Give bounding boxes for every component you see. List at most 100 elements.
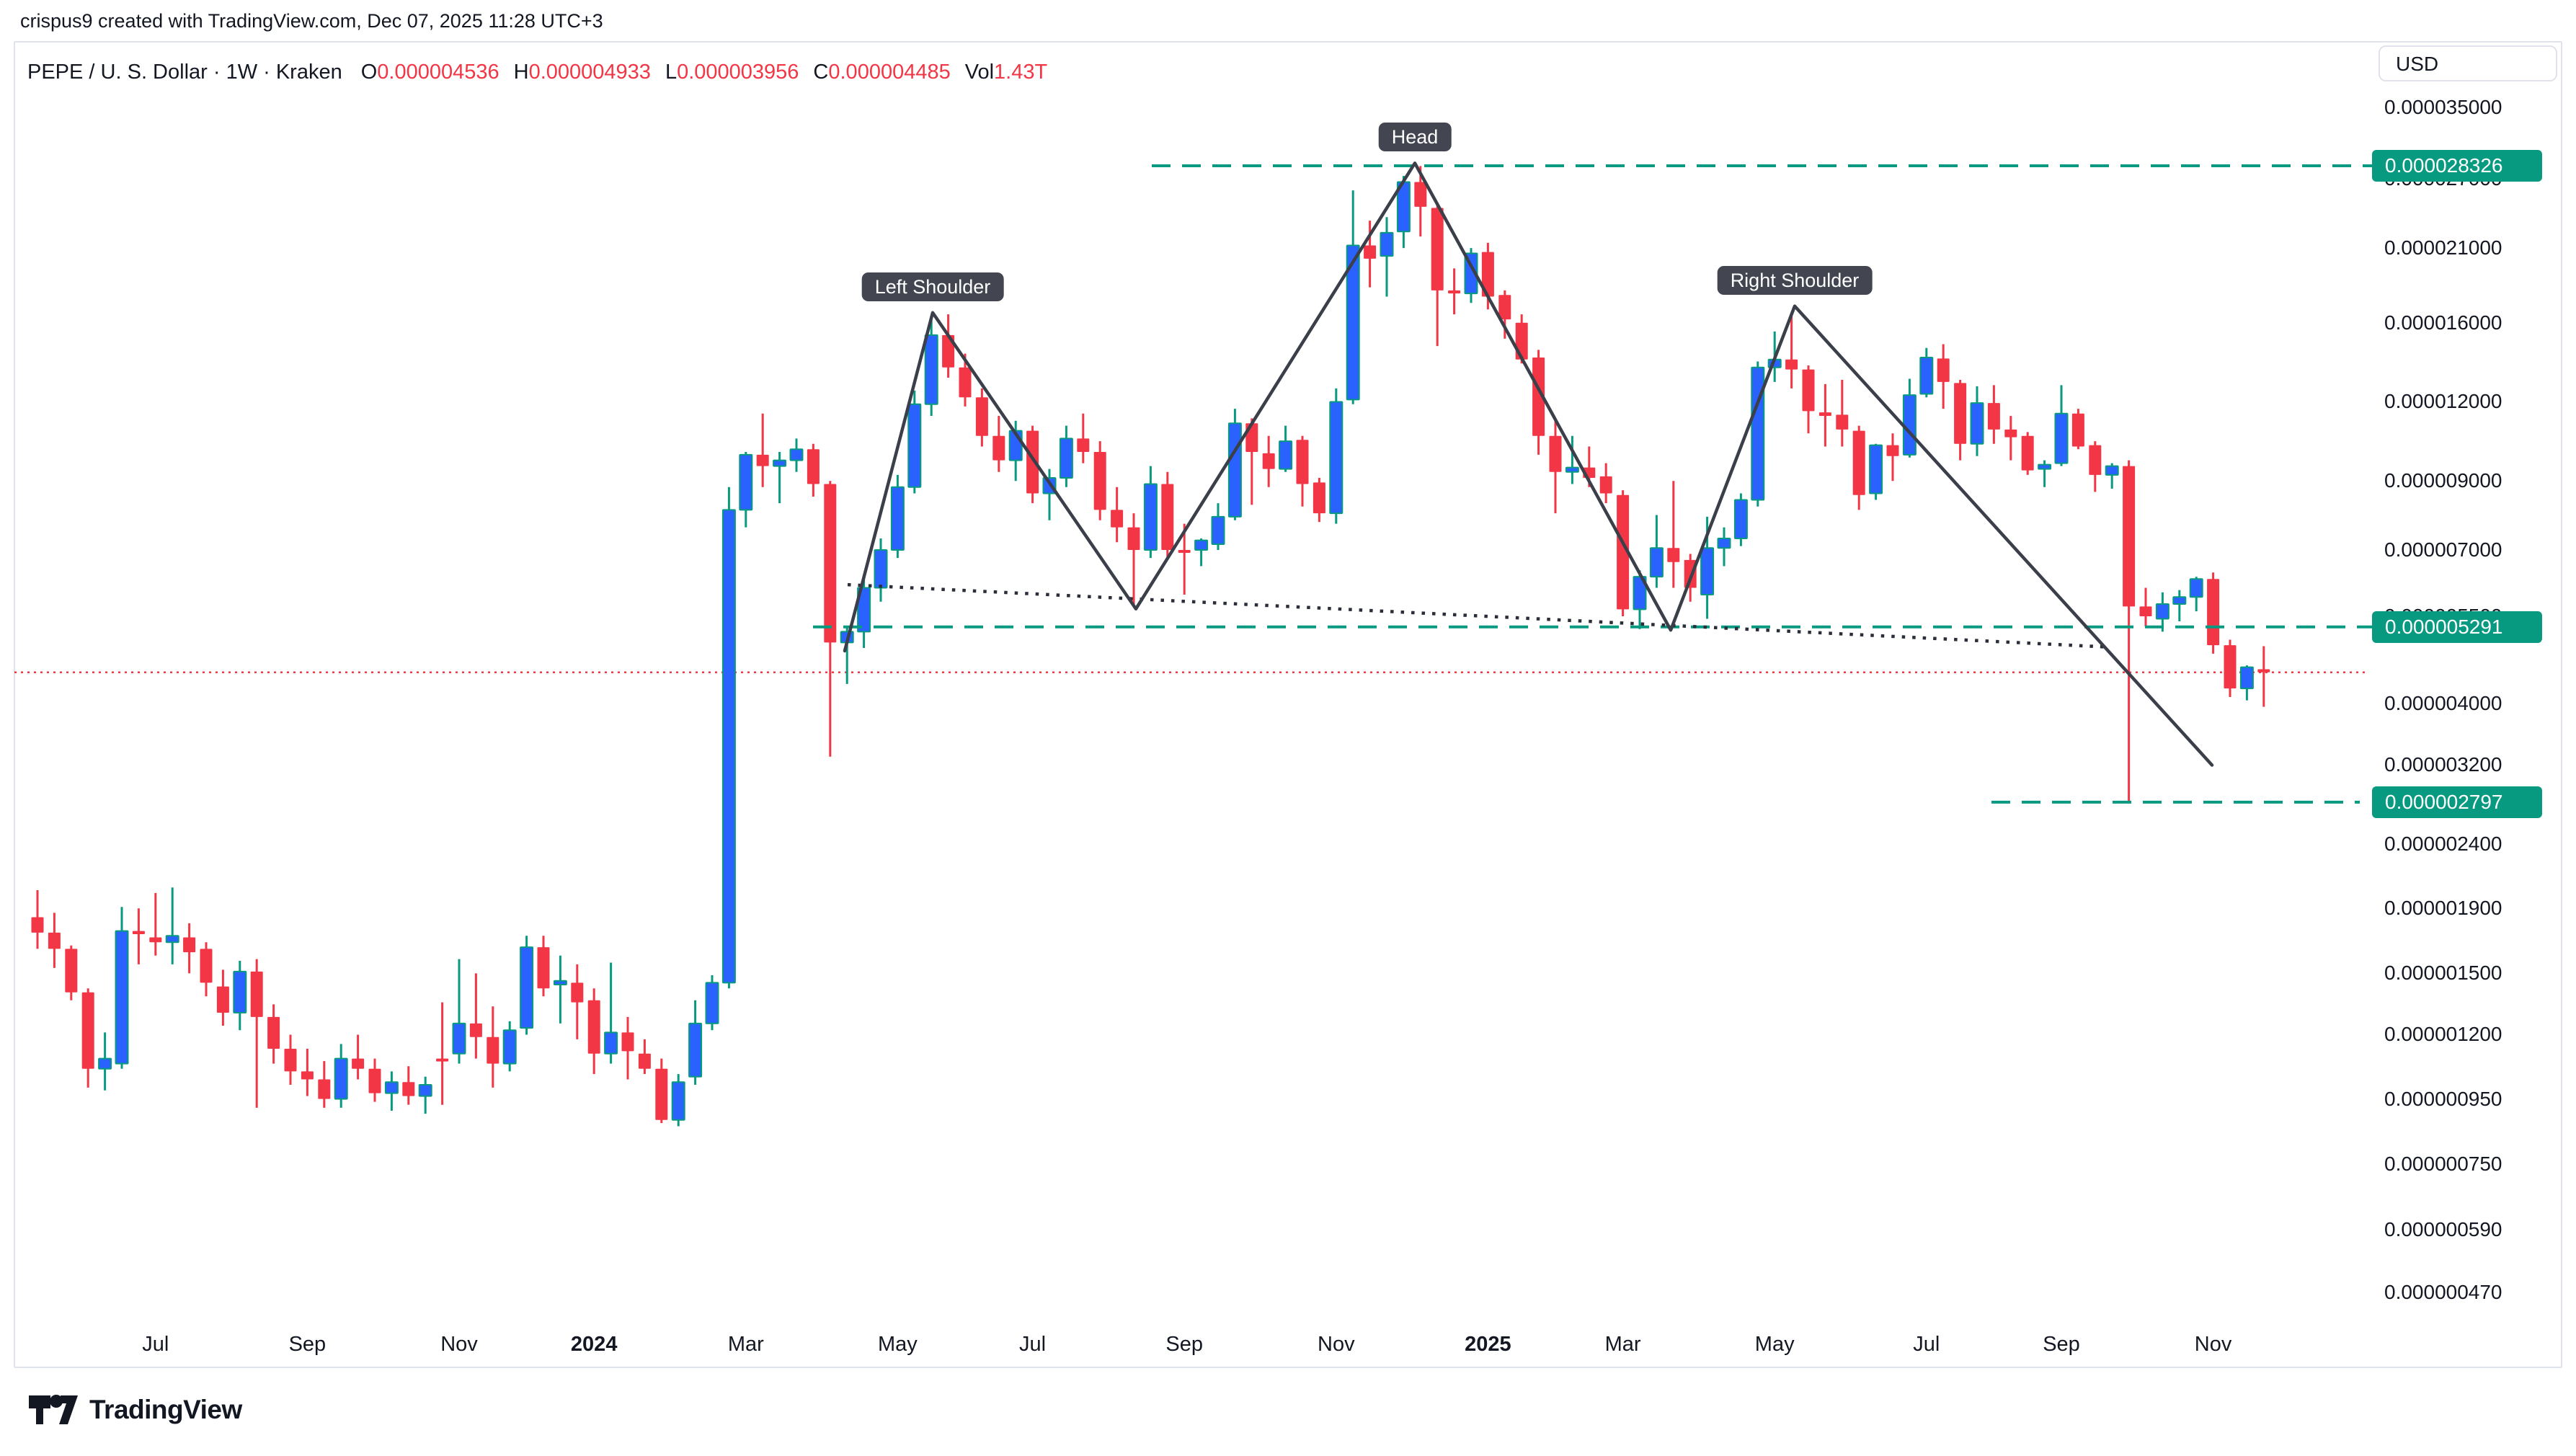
candle-up bbox=[1211, 515, 1225, 545]
candle-down bbox=[1296, 440, 1309, 484]
candle-up bbox=[98, 1057, 112, 1070]
candle-up bbox=[1733, 499, 1748, 540]
candle-up bbox=[705, 982, 719, 1024]
candle-up bbox=[1143, 483, 1158, 551]
candle-up bbox=[688, 1022, 703, 1078]
currency-toggle-button[interactable]: USD bbox=[2379, 45, 2557, 81]
candle-down bbox=[1802, 369, 1815, 412]
candle-up bbox=[1380, 231, 1394, 257]
time-axis-label: 2024 bbox=[570, 1333, 618, 1356]
candle-down bbox=[807, 449, 820, 484]
candle-up bbox=[2172, 596, 2187, 605]
candle-up bbox=[890, 486, 905, 551]
candle-down bbox=[1364, 245, 1377, 259]
attribution-text: crispus9 created with TradingView.com, D… bbox=[20, 10, 603, 32]
candle-down bbox=[1111, 510, 1124, 528]
candle-down bbox=[942, 334, 955, 368]
candle-down bbox=[31, 917, 44, 933]
candle-down bbox=[1178, 550, 1191, 554]
price-axis-label: 0.000012000 bbox=[2384, 390, 2502, 413]
time-axis-label: Jul bbox=[1913, 1333, 1940, 1356]
candle-up bbox=[233, 970, 247, 1013]
candle-down bbox=[368, 1068, 381, 1093]
candle-down bbox=[469, 1023, 482, 1037]
candle-up bbox=[907, 403, 922, 488]
candle-down bbox=[352, 1058, 365, 1069]
candle-down bbox=[1667, 548, 1680, 562]
candle-up bbox=[2054, 412, 2069, 464]
candle-down bbox=[992, 435, 1005, 461]
candle-down bbox=[824, 484, 837, 643]
candle-down bbox=[284, 1049, 297, 1072]
candle-down bbox=[1414, 182, 1427, 207]
candle-up bbox=[773, 459, 787, 467]
candle-down bbox=[975, 397, 988, 436]
candle-up bbox=[1329, 401, 1343, 515]
price-axis-label: 0.000004000 bbox=[2384, 692, 2502, 715]
candle-down bbox=[149, 937, 162, 943]
candle-up bbox=[2105, 465, 2119, 476]
candle-down bbox=[655, 1068, 668, 1120]
candle-down bbox=[48, 932, 61, 949]
candle-up bbox=[1970, 402, 1984, 445]
candle-up bbox=[1565, 466, 1579, 473]
candle-down bbox=[959, 367, 972, 398]
pattern-pill-right-shoulder[interactable]: Right Shoulder bbox=[1717, 265, 1873, 295]
candle-down bbox=[132, 931, 145, 935]
time-axis-label: May bbox=[877, 1333, 918, 1356]
time-axis-label: Jul bbox=[1019, 1333, 1047, 1356]
price-level-badge: 0.000005291 bbox=[2372, 611, 2542, 643]
candle-down bbox=[1093, 452, 1106, 510]
price-axis-label: 0.000000750 bbox=[2384, 1152, 2502, 1175]
candle-down bbox=[1785, 359, 1798, 370]
price-axis-label: 0.000000950 bbox=[2384, 1087, 2502, 1110]
ohlc-close: C0.000004485 bbox=[813, 61, 951, 84]
candle-down bbox=[1431, 208, 1444, 290]
price-axis-label: 0.000021000 bbox=[2384, 236, 2502, 259]
candle-up bbox=[739, 453, 753, 511]
candle-down bbox=[267, 1016, 280, 1049]
time-axis-label: Sep bbox=[288, 1333, 327, 1356]
candle-up bbox=[2239, 666, 2254, 690]
candle-down bbox=[1532, 358, 1545, 436]
candle-down bbox=[183, 937, 196, 953]
volume-readout: Vol1.43T bbox=[964, 61, 1048, 84]
pattern-pill-left-shoulder[interactable]: Left Shoulder bbox=[861, 272, 1004, 301]
candle-down bbox=[1617, 494, 1630, 610]
candle-up bbox=[1700, 547, 1715, 595]
neckline-dotted-trendline[interactable] bbox=[847, 582, 2105, 649]
candle-down bbox=[1954, 383, 1967, 444]
candle-up bbox=[115, 930, 129, 1065]
candle-up bbox=[1279, 440, 1293, 470]
time-axis-label: Jul bbox=[142, 1333, 169, 1356]
candle-down bbox=[571, 982, 584, 1003]
candle-up bbox=[1649, 547, 1664, 578]
candle-down bbox=[301, 1071, 314, 1080]
candle-down bbox=[1313, 482, 1325, 514]
candle-up bbox=[520, 946, 534, 1029]
tradingview-logo-icon bbox=[29, 1395, 78, 1424]
price-axis-label: 0.000016000 bbox=[2384, 311, 2502, 334]
candle-down bbox=[318, 1079, 331, 1099]
candle-down bbox=[2089, 445, 2102, 475]
price-axis-label: 0.000003200 bbox=[2384, 753, 2502, 776]
candle-down bbox=[1987, 403, 2000, 430]
candle-down bbox=[1599, 476, 1612, 494]
candle-up bbox=[1919, 357, 1934, 395]
candle-up bbox=[2038, 463, 2052, 470]
candle-down bbox=[216, 986, 229, 1013]
symbol-title: PEPE / U. S. Dollar · 1W · Kraken bbox=[27, 61, 342, 84]
candle-down bbox=[1836, 414, 1849, 430]
footer-logo[interactable]: TradingView bbox=[27, 1394, 242, 1426]
candle-down bbox=[1127, 527, 1140, 551]
candle-down bbox=[2257, 669, 2270, 672]
time-axis-label: Mar bbox=[727, 1333, 764, 1356]
time-axis-label: Nov bbox=[2194, 1333, 2232, 1356]
candle-down bbox=[2139, 606, 2152, 616]
time-axis-label: Nov bbox=[1318, 1333, 1355, 1356]
pattern-pill-head[interactable]: Head bbox=[1378, 123, 1452, 152]
candle-down bbox=[1886, 445, 1899, 456]
head-and-shoulders-zigzag[interactable] bbox=[843, 161, 2214, 767]
